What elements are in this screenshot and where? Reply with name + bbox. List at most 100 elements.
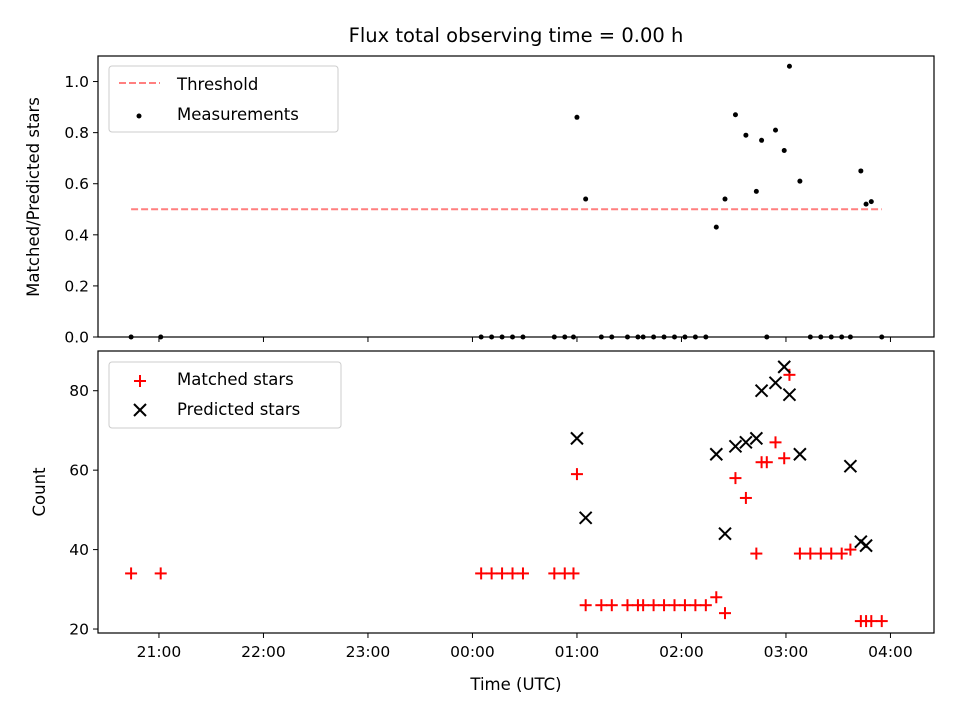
matched-star-point bbox=[678, 599, 691, 612]
x-tick-label: 00:00 bbox=[450, 643, 495, 661]
predicted-star-point bbox=[843, 459, 858, 473]
matched-star-point bbox=[595, 599, 608, 612]
matched-star-point bbox=[567, 567, 580, 580]
predicted-star-point bbox=[859, 538, 873, 553]
matched-star-point bbox=[506, 567, 519, 580]
matched-star-point bbox=[729, 472, 742, 485]
top-plot-frame bbox=[97, 55, 935, 338]
x-axis-label: Time (UTC) bbox=[469, 675, 561, 694]
y-tick-label: 0.8 bbox=[64, 124, 89, 142]
matched-star-point bbox=[710, 591, 723, 604]
legend-predicted-swatch bbox=[133, 403, 147, 417]
measurement-point bbox=[773, 127, 779, 133]
matched-star-point bbox=[778, 452, 791, 465]
y-tick-label: 20 bbox=[69, 621, 89, 639]
matched-star-point bbox=[689, 599, 702, 612]
matched-star-point bbox=[793, 547, 806, 560]
legend-matched-swatch bbox=[134, 375, 146, 387]
bottom-axis-ticks: 21:00 22:00 23:00 00:00 01:00 02:00 03:00 04:00… bbox=[69, 382, 913, 661]
predicted-star-point bbox=[570, 431, 584, 446]
predicted-star-point bbox=[709, 447, 723, 461]
predicted-star-point bbox=[739, 435, 753, 450]
matched-star-point bbox=[485, 567, 498, 580]
measurement-point bbox=[868, 199, 874, 205]
matched-star-point bbox=[605, 599, 618, 612]
x-tick-label: 23:00 bbox=[346, 643, 391, 661]
y-tick-label: 0.4 bbox=[64, 226, 89, 244]
y-tick-label: 0.2 bbox=[64, 277, 89, 295]
predicted-star-point bbox=[777, 360, 791, 374]
x-tick-label: 21:00 bbox=[137, 643, 182, 661]
measurement-point bbox=[732, 112, 738, 118]
predicted-star-point bbox=[793, 447, 807, 461]
y-tick-label: 1.0 bbox=[64, 73, 89, 91]
x-tick-label: 03:00 bbox=[764, 643, 809, 661]
bottom-plot-frame bbox=[97, 350, 935, 634]
predicted-star-point bbox=[749, 431, 764, 446]
matched-star-point bbox=[750, 547, 763, 560]
legend-threshold-label: Threshold bbox=[176, 75, 258, 94]
matched-star-point bbox=[835, 547, 848, 560]
legend-predicted-label: Predicted stars bbox=[177, 400, 300, 419]
matched-star-point bbox=[668, 599, 681, 612]
predicted-star-point bbox=[578, 511, 593, 525]
legend-measurements-swatch bbox=[136, 113, 142, 119]
measurement-point bbox=[743, 132, 749, 138]
predicted-star-point bbox=[782, 387, 797, 402]
matched-star-point bbox=[739, 491, 752, 504]
predicted-star-point bbox=[728, 439, 743, 454]
matched-star-point bbox=[125, 567, 138, 580]
matched-star-point bbox=[760, 456, 773, 469]
matched-star-point bbox=[783, 368, 796, 381]
x-tick-label: 01:00 bbox=[555, 643, 600, 661]
legend-matched-label: Matched stars bbox=[177, 370, 294, 389]
predicted-star-point bbox=[768, 376, 783, 390]
predicted-star-point bbox=[718, 526, 732, 541]
matched-star-point bbox=[865, 615, 878, 628]
matched-star-point bbox=[579, 599, 592, 612]
measurement-point bbox=[786, 63, 792, 69]
matched-star-point bbox=[699, 599, 712, 612]
top-axis-ticks: 0.0 0.2 0.4 0.6 0.8 1.0 bbox=[64, 73, 891, 347]
measurement-point bbox=[797, 178, 803, 184]
bottom-legend: Matched stars Predicted stars bbox=[108, 361, 342, 429]
measurement-point bbox=[863, 201, 869, 207]
predicted-star-point bbox=[754, 384, 769, 398]
top-legend-box bbox=[108, 65, 339, 133]
matched-star-point bbox=[814, 547, 827, 560]
x-tick-label: 04:00 bbox=[868, 643, 913, 661]
matched-star-point bbox=[570, 468, 583, 481]
measurement-point bbox=[574, 114, 580, 120]
matched-star-point bbox=[548, 567, 561, 580]
top-legend: Threshold Measurements bbox=[108, 65, 339, 133]
y-tick-label: 80 bbox=[69, 382, 89, 400]
top-y-axis-label: Matched/Predicted stars bbox=[24, 97, 43, 297]
matched-star-point bbox=[875, 615, 888, 628]
matched-star-point bbox=[516, 567, 529, 580]
y-tick-label: 0.6 bbox=[64, 175, 89, 193]
measurement-point bbox=[753, 188, 759, 194]
y-tick-label: 0.0 bbox=[64, 329, 89, 347]
measurement-point bbox=[722, 196, 728, 202]
x-tick-label: 02:00 bbox=[659, 643, 704, 661]
y-tick-label: 40 bbox=[69, 541, 89, 559]
matched-star-point bbox=[647, 599, 660, 612]
measurement-point bbox=[583, 196, 589, 202]
matched-star-point bbox=[496, 567, 509, 580]
matched-star-point bbox=[154, 567, 167, 580]
bottom-plot-marks bbox=[125, 360, 888, 628]
bottom-legend-box bbox=[108, 361, 342, 429]
measurement-point bbox=[781, 148, 787, 154]
matched-star-point bbox=[769, 436, 782, 449]
matched-star-point bbox=[825, 547, 838, 560]
matched-star-point bbox=[844, 543, 857, 556]
x-tick-label: 22:00 bbox=[241, 643, 286, 661]
legend-measurements-label: Measurements bbox=[177, 105, 299, 124]
matched-star-point bbox=[475, 567, 488, 580]
matched-star-point bbox=[804, 547, 817, 560]
bottom-y-axis-label: Count bbox=[30, 467, 49, 517]
measurement-point bbox=[858, 168, 864, 174]
y-tick-label: 60 bbox=[69, 462, 89, 480]
matched-star-point bbox=[637, 599, 650, 612]
